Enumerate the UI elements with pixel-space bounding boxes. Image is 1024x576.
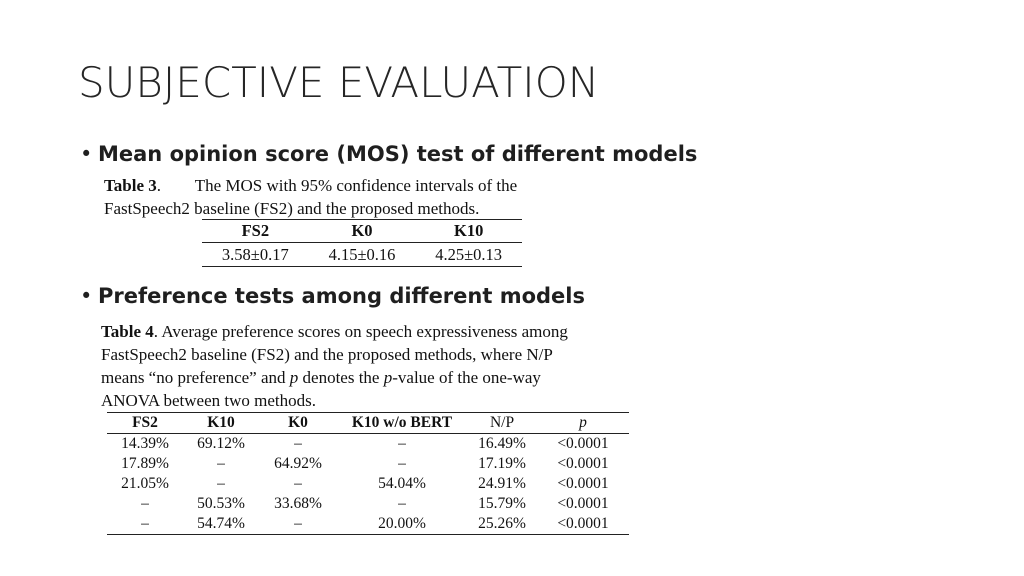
col-header: FS2 bbox=[202, 219, 309, 243]
col-header: K10 w/o BERT bbox=[337, 412, 467, 434]
caption-line: ANOVA between two methods. bbox=[101, 391, 316, 410]
bullet-dot: • bbox=[80, 142, 93, 166]
table-row: – 54.74% – 20.00% 25.26% <0.0001 bbox=[107, 514, 629, 535]
table-cell: <0.0001 bbox=[557, 495, 609, 512]
table4-label: Table 4 bbox=[101, 322, 154, 341]
table-cell: 54.74% bbox=[183, 514, 259, 535]
p-symbol: p bbox=[289, 368, 299, 387]
table-cell: 4.15±0.16 bbox=[308, 242, 416, 267]
table-cell: 25.26% bbox=[467, 514, 537, 535]
table3: FS2 K0 K10 3.58±0.17 4.15±0.16 4.25±0.13 bbox=[202, 219, 522, 267]
caption-line: means “no preference” and bbox=[101, 368, 290, 387]
caption-line: -value of the one-way bbox=[392, 368, 541, 387]
col-header: N/P bbox=[467, 412, 537, 434]
col-header: K10 bbox=[415, 219, 522, 243]
caption-line: FastSpeech2 baseline (FS2) and the propo… bbox=[104, 199, 480, 218]
table-cell: – bbox=[259, 514, 337, 535]
caption-line: denotes the bbox=[298, 368, 384, 387]
table-row: – 50.53% 33.68% – 15.79% <0.0001 bbox=[107, 494, 629, 514]
table-cell: <0.0001 bbox=[557, 435, 609, 452]
table-cell: 14.39% bbox=[121, 435, 169, 452]
bullet-text: Mean opinion score (MOS) test of differe… bbox=[98, 142, 698, 166]
table-cell: – bbox=[398, 455, 406, 472]
slide-title: SUBJECTIVE EVALUATION bbox=[78, 58, 600, 107]
table-cell: 16.49% bbox=[478, 435, 526, 452]
table-cell: 69.12% bbox=[197, 435, 245, 452]
table-cell: <0.0001 bbox=[557, 455, 609, 472]
col-header: FS2 bbox=[107, 412, 183, 434]
p-symbol: p bbox=[383, 368, 393, 387]
table-cell: 4.25±0.13 bbox=[415, 242, 522, 267]
table-cell: 20.00% bbox=[337, 514, 467, 535]
table-cell: <0.0001 bbox=[557, 475, 609, 492]
table-cell: 15.79% bbox=[478, 495, 526, 512]
table-header-row: FS2 K0 K10 bbox=[202, 219, 522, 243]
table-cell: – bbox=[294, 475, 302, 492]
table-cell: – bbox=[107, 514, 183, 535]
table-row: 21.05% – – 54.04% 24.91% <0.0001 bbox=[107, 474, 629, 494]
col-header: K0 bbox=[308, 219, 416, 243]
caption-line: . The MOS with 95% confidence intervals … bbox=[156, 176, 518, 195]
table-row: 14.39% 69.12% – – 16.49% <0.0001 bbox=[107, 434, 629, 455]
table-cell: 17.19% bbox=[478, 455, 526, 472]
col-header: p bbox=[537, 412, 629, 434]
table-cell: 33.68% bbox=[274, 495, 322, 512]
table-cell: 64.92% bbox=[274, 455, 322, 472]
table-cell: 3.58±0.17 bbox=[202, 242, 309, 267]
table-cell: 24.91% bbox=[478, 475, 526, 492]
bullet-mos: • Mean opinion score (MOS) test of differ… bbox=[80, 142, 697, 166]
bullet-text: Preference tests among different models bbox=[98, 284, 585, 308]
table-cell: 17.89% bbox=[121, 455, 169, 472]
table-cell: 50.53% bbox=[197, 495, 245, 512]
bullet-preference: • Preference tests among different models bbox=[80, 284, 585, 308]
table-cell: 21.05% bbox=[121, 475, 169, 492]
table3-label: Table 3 bbox=[104, 176, 157, 195]
table-cell: – bbox=[217, 455, 225, 472]
table-cell: <0.0001 bbox=[537, 514, 629, 535]
table-header-row: FS2 K10 K0 K10 w/o BERT N/P p bbox=[107, 412, 629, 434]
table-cell: – bbox=[294, 435, 302, 452]
table-row: 17.89% – 64.92% – 17.19% <0.0001 bbox=[107, 454, 629, 474]
table-cell: – bbox=[217, 475, 225, 492]
table-row: 3.58±0.17 4.15±0.16 4.25±0.13 bbox=[202, 242, 522, 267]
table-cell: – bbox=[398, 435, 406, 452]
table4: FS2 K10 K0 K10 w/o BERT N/P p 14.39% 69.… bbox=[107, 412, 629, 535]
bullet-dot: • bbox=[80, 284, 93, 308]
caption-line: . Average preference scores on speech ex… bbox=[153, 322, 568, 341]
table-cell: – bbox=[141, 495, 149, 512]
table3-caption: Table 3. The MOS with 95% confidence int… bbox=[104, 174, 620, 220]
col-header: K0 bbox=[259, 412, 337, 434]
table4-caption: Table 4. Average preference scores on sp… bbox=[101, 320, 631, 412]
table-cell: – bbox=[398, 495, 406, 512]
table-cell: 54.04% bbox=[378, 475, 426, 492]
col-header: K10 bbox=[183, 412, 259, 434]
caption-line: FastSpeech2 baseline (FS2) and the propo… bbox=[101, 345, 553, 364]
